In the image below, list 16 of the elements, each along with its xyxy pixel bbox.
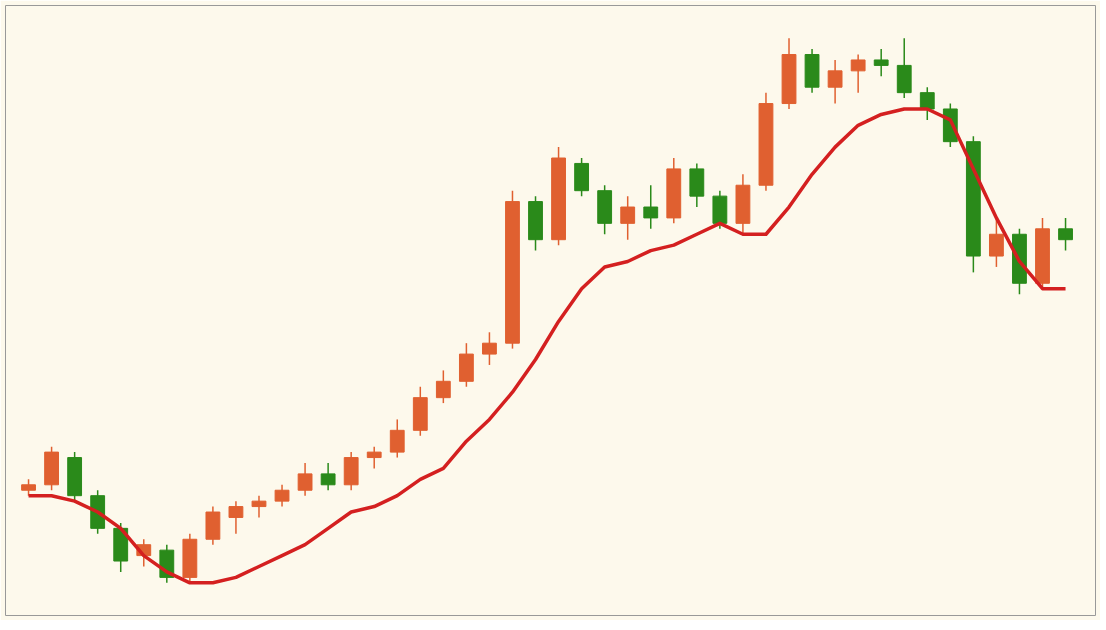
candlestick xyxy=(435,369,451,404)
candlestick xyxy=(827,59,843,105)
candlestick xyxy=(366,445,382,470)
candlestick xyxy=(850,53,866,94)
candlestick xyxy=(643,184,659,230)
candlestick xyxy=(389,418,405,459)
candlestick xyxy=(228,500,244,535)
candlestick xyxy=(873,48,889,78)
candlestick xyxy=(620,195,636,241)
candlestick xyxy=(297,462,313,497)
candlestick xyxy=(274,484,290,508)
candlestick xyxy=(482,331,497,366)
candlestick xyxy=(919,86,935,121)
candlestick xyxy=(251,494,267,519)
candlestick xyxy=(320,462,336,491)
candlestick xyxy=(1058,217,1073,252)
